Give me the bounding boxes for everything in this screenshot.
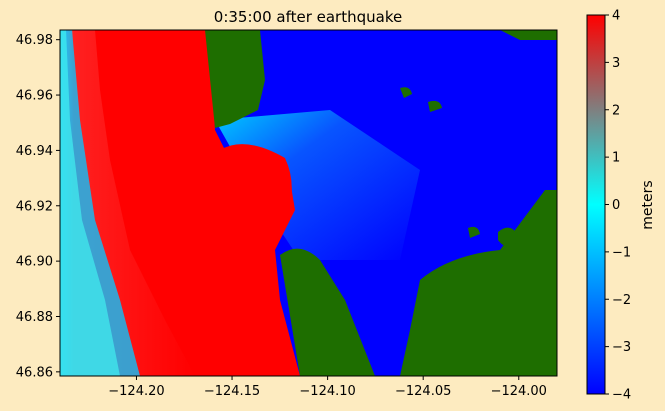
land-south-tip <box>330 317 350 345</box>
bay-bulge <box>216 144 292 240</box>
colorbar-tick-label: 1 <box>612 151 620 166</box>
colorbar-tick-label: −1 <box>612 245 631 260</box>
y-tick-label: 46.98 <box>16 33 53 48</box>
land-islet-3 <box>468 226 480 238</box>
x-tick-label: −124.10 <box>299 384 355 399</box>
x-tick-label: −124.00 <box>491 384 547 399</box>
colorbar-tick-label: −4 <box>612 388 631 403</box>
y-axis: 46.86 46.88 46.90 46.92 46.94 46.96 46.98 <box>16 33 60 380</box>
chart-title: 0:35:00 after earthquake <box>214 8 402 26</box>
y-tick-label: 46.86 <box>16 365 53 380</box>
bay-mouth-water <box>215 110 420 260</box>
x-axis: −124.20 −124.15 −124.10 −124.05 −124.00 <box>108 376 547 399</box>
ocean-outer-band-2 <box>60 30 120 376</box>
colorbar-tick-label: 3 <box>612 56 620 71</box>
colorbar-tick-label: −2 <box>612 293 631 308</box>
y-tick-label: 46.92 <box>16 199 53 214</box>
y-tick-label: 46.96 <box>16 89 53 104</box>
land-southpeninsula <box>280 248 375 376</box>
x-tick-label: −124.15 <box>204 384 260 399</box>
y-tick-label: 46.94 <box>16 144 53 159</box>
land-north <box>205 30 557 128</box>
colorbar-axis: 4 3 2 1 0 −1 −2 −3 −4 <box>605 9 631 403</box>
colorbar-tick-label: 2 <box>612 103 620 118</box>
y-tick-label: 46.90 <box>16 255 53 270</box>
plot-frame <box>59 29 558 377</box>
x-tick-label: −124.20 <box>108 384 164 399</box>
land-east-island <box>498 227 518 247</box>
land-islet-1 <box>400 87 412 98</box>
colorbar-tick-label: 4 <box>612 9 620 24</box>
colorbar-tick-label: 0 <box>612 198 620 213</box>
plot-area <box>60 30 557 376</box>
colorbar-tick-label: −3 <box>612 340 631 355</box>
land-southeast <box>400 190 557 376</box>
land-islet-2 <box>428 100 442 112</box>
y-tick-label: 46.88 <box>16 310 53 325</box>
colorbar <box>586 14 606 395</box>
colorbar-label: meters <box>640 180 656 229</box>
x-tick-label: −124.05 <box>395 384 451 399</box>
